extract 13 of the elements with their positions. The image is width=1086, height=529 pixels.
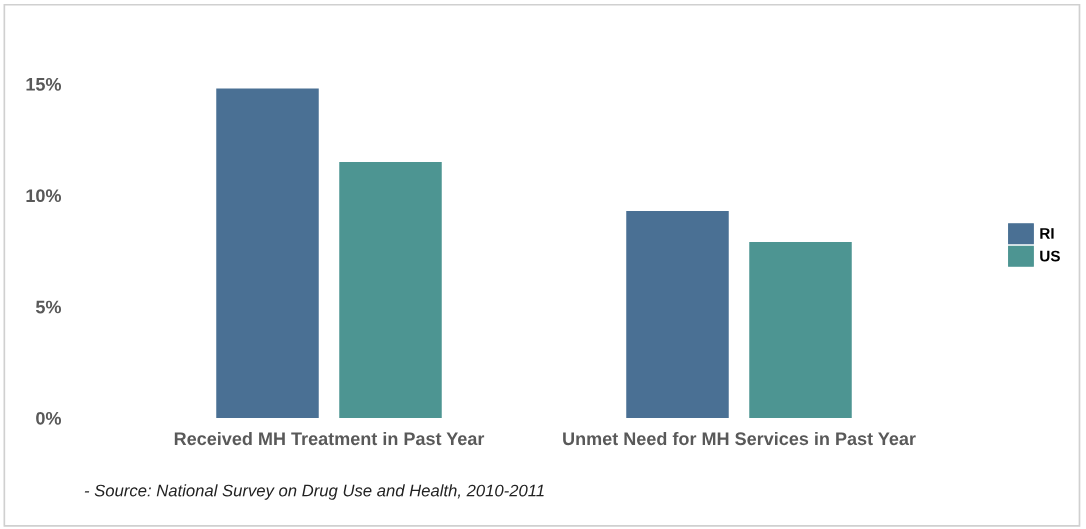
legend-label: RI [1040,228,1054,239]
y-tick-label: 0% [36,411,62,425]
y-tick-label: 10% [26,189,62,203]
y-tick-label: 15% [26,77,62,91]
bar [216,88,319,418]
x-tick-label: Unmet Need for MH Services in Past Year [563,431,916,446]
x-tick-label: Received MH Treatment in Past Year [174,431,485,446]
bar [339,161,442,418]
y-tick-label: 5% [35,300,62,314]
bar [626,210,729,418]
bar [749,242,852,418]
legend-label: US [1040,250,1060,262]
text: - Source: National Survey on Drug Use and Health, 2010-2011 [84,484,544,500]
